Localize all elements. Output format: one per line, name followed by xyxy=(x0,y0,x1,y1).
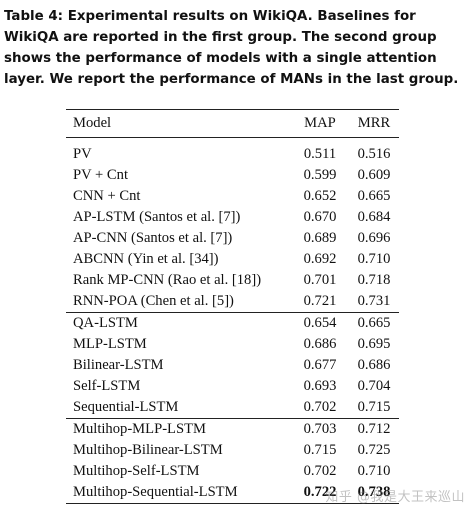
cell-mrr: 0.516 xyxy=(357,146,391,162)
table-row: Sequential-LSTM 0.702 0.715 xyxy=(66,397,399,419)
cell-map: 0.693 xyxy=(303,378,337,394)
cell-mrr: 0.609 xyxy=(357,167,391,183)
cell-mrr: 0.696 xyxy=(357,230,391,246)
cell-mrr: 0.665 xyxy=(349,312,399,334)
cell-mrr: 0.695 xyxy=(357,336,391,352)
cell-mrr: 0.731 xyxy=(357,293,391,309)
table-row: Rank MP-CNN (Rao et al. [18]) 0.701 0.718 xyxy=(66,270,399,291)
cell-model: AP-LSTM (Santos et al. [7]) xyxy=(73,209,241,225)
cell-model: Bilinear-LSTM xyxy=(73,357,164,373)
cell-mrr: 0.738 xyxy=(349,482,399,504)
cell-model: ABCNN (Yin et al. [34]) xyxy=(73,251,219,267)
table-row: CNN + Cnt 0.652 0.665 xyxy=(66,186,399,207)
table-row: AP-LSTM (Santos et al. [7]) 0.670 0.684 xyxy=(66,207,399,228)
cell-model: Self-LSTM xyxy=(73,378,141,394)
table-row: Self-LSTM 0.693 0.704 xyxy=(66,376,399,397)
cell-map: 0.689 xyxy=(303,230,337,246)
table-row: RNN-POA (Chen et al. [5]) 0.721 0.731 xyxy=(66,291,399,313)
table-row: PV + Cnt 0.599 0.609 xyxy=(66,165,399,186)
column-header-model: Model xyxy=(66,109,291,138)
cell-map: 0.677 xyxy=(303,357,337,373)
cell-model: PV + Cnt xyxy=(73,167,129,183)
cell-map: 0.692 xyxy=(303,251,337,267)
cell-model: CNN + Cnt xyxy=(73,188,141,204)
column-header-map: MAP xyxy=(291,109,349,138)
cell-model: PV xyxy=(73,146,92,162)
cell-mrr: 0.710 xyxy=(357,463,391,479)
cell-model: Multihop-Self-LSTM xyxy=(73,463,200,479)
cell-model: Multihop-MLP-LSTM xyxy=(66,418,291,440)
table-row: ABCNN (Yin et al. [34]) 0.692 0.710 xyxy=(66,249,399,270)
cell-map: 0.652 xyxy=(303,188,337,204)
cell-map: 0.722 xyxy=(291,482,349,504)
table-row: AP-CNN (Santos et al. [7]) 0.689 0.696 xyxy=(66,228,399,249)
cell-mrr: 0.704 xyxy=(357,378,391,394)
cell-model: AP-CNN (Santos et al. [7]) xyxy=(73,230,233,246)
cell-model: Sequential-LSTM xyxy=(73,399,179,415)
cell-model: RNN-POA (Chen et al. [5]) xyxy=(73,293,234,309)
cell-map: 0.702 xyxy=(303,463,337,479)
cell-model: Multihop-Sequential-LSTM xyxy=(66,482,291,504)
table-row: Multihop-Bilinear-LSTM 0.715 0.725 xyxy=(66,440,399,461)
cell-map: 0.670 xyxy=(303,209,337,225)
results-table-container: Model MAP MRR PV 0.511 0.516 PV + Cnt 0.599 0… xyxy=(66,109,399,504)
cell-map: 0.686 xyxy=(303,336,337,352)
cell-map: 0.715 xyxy=(303,442,337,458)
table-row: Multihop-Self-LSTM 0.702 0.710 xyxy=(66,461,399,482)
cell-model: Multihop-Bilinear-LSTM xyxy=(73,442,223,458)
cell-map: 0.599 xyxy=(303,167,337,183)
table-row: PV 0.511 0.516 xyxy=(66,138,399,166)
cell-mrr: 0.665 xyxy=(357,188,391,204)
cell-mrr: 0.710 xyxy=(357,251,391,267)
cell-mrr: 0.686 xyxy=(357,357,391,373)
table-caption: Table 4: Experimental results on WikiQA.… xyxy=(4,9,459,87)
cell-mrr: 0.715 xyxy=(357,399,391,415)
table-row: Multihop-Sequential-LSTM 0.722 0.738 xyxy=(66,482,399,504)
cell-mrr: 0.712 xyxy=(349,418,399,440)
results-table: Model MAP MRR PV 0.511 0.516 PV + Cnt 0.599 0… xyxy=(66,109,399,504)
cell-mrr: 0.718 xyxy=(357,272,391,288)
cell-model: QA-LSTM xyxy=(66,312,291,334)
cell-map: 0.701 xyxy=(303,272,337,288)
cell-mrr: 0.725 xyxy=(357,442,391,458)
cell-mrr: 0.684 xyxy=(357,209,391,225)
cell-map: 0.702 xyxy=(303,399,337,415)
cell-map: 0.654 xyxy=(291,312,349,334)
watermark-text: 知乎 @我是大王来巡山 xyxy=(325,490,465,505)
cell-map: 0.703 xyxy=(291,418,349,440)
table-row: Bilinear-LSTM 0.677 0.686 xyxy=(66,355,399,376)
table-row: MLP-LSTM 0.686 0.695 xyxy=(66,334,399,355)
column-header-mrr: MRR xyxy=(349,109,399,138)
cell-model: Rank MP-CNN (Rao et al. [18]) xyxy=(73,272,262,288)
cell-model: MLP-LSTM xyxy=(73,336,147,352)
table-row: Multihop-MLP-LSTM 0.703 0.712 xyxy=(66,418,399,440)
table-body: PV 0.511 0.516 PV + Cnt 0.599 0.609 CNN + Cnt 0… xyxy=(66,138,399,504)
cell-map: 0.511 xyxy=(303,146,337,162)
table-header-row: Model MAP MRR xyxy=(66,109,399,138)
table-row: QA-LSTM 0.654 0.665 xyxy=(66,312,399,334)
cell-map: 0.721 xyxy=(303,293,337,309)
